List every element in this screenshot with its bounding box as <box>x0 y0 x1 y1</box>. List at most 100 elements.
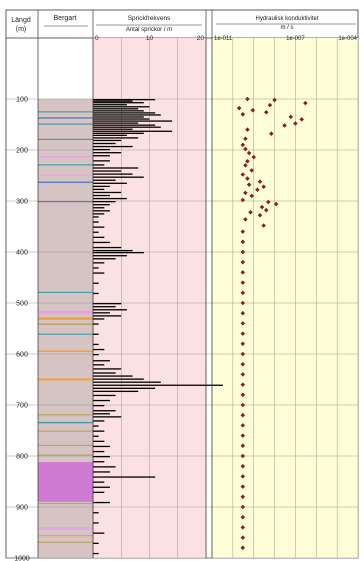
fracture-bar <box>93 348 105 351</box>
hydraulic-point <box>257 179 263 184</box>
header-row: Längd (m) Bergart Sprickfrekvens Antal s… <box>11 15 319 33</box>
fracture-bar <box>93 461 105 463</box>
fracture-bar <box>93 197 127 200</box>
fracture-bar <box>93 272 105 274</box>
fracture-bar <box>93 191 122 194</box>
fracture-bar <box>93 410 116 412</box>
hydraulic-header-title: Hydraulisk konduktivitet <box>255 16 318 22</box>
hydraulic-point <box>264 207 269 213</box>
hydraulic-point <box>240 453 246 459</box>
column-backgrounds <box>93 38 358 558</box>
rock-band <box>38 541 93 543</box>
rock-band <box>38 291 93 293</box>
hydraulic-point <box>240 351 246 357</box>
fracture-tick-label: 10 <box>146 35 154 42</box>
fracture-bar <box>93 110 144 112</box>
depth-tick-label: 900 <box>16 505 28 512</box>
hydraulic-point <box>261 223 266 228</box>
fracture-bar <box>93 466 116 468</box>
hydraulic-point <box>240 361 246 367</box>
fracture-bar <box>93 450 105 453</box>
depth-tick-labels: 100 200 300 400 500 600 700 800 900 1000 <box>14 97 30 561</box>
fracture-bar <box>93 267 99 269</box>
fracture-bar <box>93 170 122 172</box>
fracture-bar <box>93 532 105 534</box>
hydraulic-tick-label: 1e-011 <box>214 36 233 42</box>
fracture-bar <box>93 542 99 544</box>
hydraulic-point <box>240 412 246 418</box>
fracture-bar <box>93 364 105 366</box>
rock-band <box>38 454 93 456</box>
rock-band <box>38 138 93 140</box>
hydraulic-point <box>240 290 246 296</box>
fracture-bar <box>93 104 127 106</box>
fracture-bar <box>93 116 144 118</box>
fracture-bar <box>93 160 110 162</box>
hydraulic-point <box>245 96 250 102</box>
rock-band <box>38 156 93 158</box>
rock-band <box>38 333 93 335</box>
hydraulic-tick-label: 1e-007 <box>286 36 305 42</box>
fracture-bar <box>93 176 144 178</box>
fracture-bar <box>93 425 99 427</box>
depth-tick-label: 500 <box>16 301 28 308</box>
fracture-bar <box>93 124 156 126</box>
rock-band <box>38 323 93 325</box>
fracture-bar <box>93 185 110 187</box>
fracture-bar <box>93 315 122 317</box>
rock-band <box>38 414 93 416</box>
fracture-bar <box>93 303 122 305</box>
fracture-bar <box>93 372 116 374</box>
fracture-bar <box>93 312 110 314</box>
fracture-bar <box>93 252 144 254</box>
hydraulic-point <box>259 204 265 210</box>
hydraulic-column-bg <box>212 38 358 558</box>
fracture-bar <box>93 188 105 191</box>
fracture-bar <box>93 387 156 389</box>
fracture-bar <box>93 128 133 130</box>
fracture-tick-label: 20 <box>197 35 205 42</box>
fracture-bar <box>93 173 133 175</box>
fracture-bar <box>93 236 105 238</box>
hydraulic-point <box>240 310 246 316</box>
fracture-bar <box>93 155 110 157</box>
fracture-bar <box>93 179 116 181</box>
rock-band <box>38 535 93 537</box>
fracture-bar <box>93 221 99 223</box>
fracture-bar <box>93 292 99 295</box>
rock-band <box>38 123 93 125</box>
rock-band <box>38 181 93 183</box>
hydraulic-point <box>240 443 246 449</box>
fracture-bar <box>93 201 116 203</box>
fracture-bar <box>93 249 133 252</box>
fracture-bar <box>93 106 150 108</box>
hydraulic-point <box>293 121 298 126</box>
hydraulic-point <box>240 259 246 265</box>
fracture-bar <box>93 375 133 377</box>
depth-tick-label: 1000 <box>14 556 30 561</box>
fracture-bar <box>93 164 105 166</box>
depth-tick-label: 800 <box>16 454 28 461</box>
fracture-bar <box>93 501 110 504</box>
hydraulic-point <box>240 372 246 377</box>
fracture-tick-label: 0 <box>95 35 99 42</box>
rock-band <box>38 350 93 352</box>
fracture-bar <box>93 255 127 257</box>
hydraulic-point <box>240 474 246 479</box>
fracture-bar <box>93 134 127 136</box>
rock-header-title: Bergart <box>54 15 77 22</box>
fracture-bar <box>93 343 99 346</box>
hydraulic-point <box>240 463 246 469</box>
fracture-bar <box>93 309 127 311</box>
fracture-bar <box>93 471 110 473</box>
fracture-bar <box>93 99 156 101</box>
rock-band <box>38 310 93 315</box>
length-header-title: Längd <box>11 17 31 24</box>
depth-tick-label: 100 <box>16 97 28 104</box>
hydraulic-header-sub: m / s <box>281 25 294 31</box>
fracture-bar <box>93 112 156 114</box>
fracture-bar <box>93 420 105 422</box>
grid-lines <box>6 38 359 559</box>
fracture-header-sub: Antal sprickor / m <box>126 27 172 33</box>
